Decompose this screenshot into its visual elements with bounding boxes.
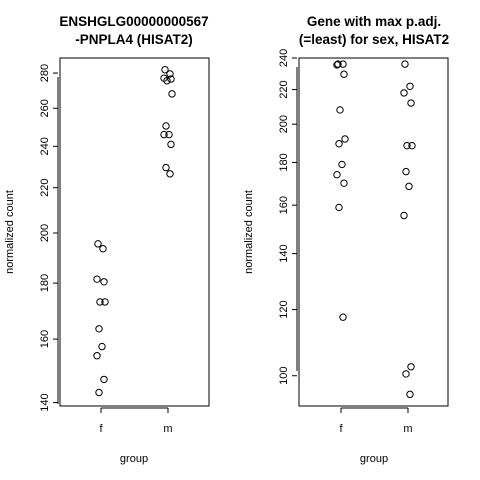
right-point-m	[407, 363, 415, 371]
left-point-f	[99, 245, 107, 253]
left-point-f	[95, 325, 103, 333]
right-y-tick-label: 200	[278, 115, 290, 133]
right-point-f	[336, 106, 344, 114]
left-plot-title-line-2: -PNPLA4 (HISAT2)	[75, 32, 193, 47]
left-y-tick-label: 280	[39, 64, 51, 82]
right-point-f	[339, 313, 347, 321]
left-plot-points	[93, 65, 176, 397]
left-y-tick-label: 160	[39, 330, 51, 348]
right-y-tick-label: 160	[278, 196, 290, 214]
right-point-f	[338, 160, 346, 169]
right-point-f	[333, 171, 341, 179]
left-point-m	[165, 130, 173, 139]
left-plot-title-line-1: ENSHGLG00000000567	[59, 14, 208, 29]
left-point-f	[95, 388, 103, 397]
right-y-tick-label: 140	[278, 244, 290, 262]
right-x-tick-label: m	[403, 423, 412, 435]
left-plot-x-axis-label: group	[120, 453, 148, 465]
right-point-m	[408, 141, 416, 150]
right-point-f	[335, 140, 343, 148]
right-y-tick-label: 100	[278, 367, 290, 385]
right-y-tick-label: 240	[278, 49, 290, 67]
right-point-m	[402, 370, 410, 378]
left-y-tick-label: 180	[39, 274, 51, 292]
right-point-f	[335, 203, 343, 212]
left-point-m	[167, 140, 175, 149]
right-point-f	[340, 179, 348, 187]
right-point-f	[334, 60, 342, 68]
right-point-m	[401, 60, 409, 68]
left-point-f	[93, 352, 101, 360]
left-point-m	[162, 122, 170, 130]
right-plot-panel: Gene with max p.adj. (=least) for sex, H…	[243, 14, 449, 465]
right-y-tick-label: 220	[278, 80, 290, 98]
left-point-f	[98, 342, 106, 351]
left-plot-y-axis-label: normalized count	[4, 190, 16, 274]
left-point-f	[93, 275, 101, 283]
left-point-f	[101, 298, 109, 306]
right-plot-frame	[298, 57, 449, 407]
right-point-m	[402, 167, 410, 176]
right-plot-y-ticks: 100 120 140 160 180 200 220 240	[278, 49, 297, 385]
left-y-tick-label: 140	[39, 393, 51, 411]
right-plot-points	[333, 60, 416, 399]
left-point-m	[168, 90, 176, 98]
right-point-f	[333, 61, 341, 69]
left-plot-frame	[59, 57, 210, 407]
left-point-f	[96, 298, 104, 306]
left-point-m	[167, 75, 175, 83]
right-point-m	[406, 82, 414, 90]
right-point-m	[400, 89, 408, 97]
right-x-tick-label: f	[339, 423, 343, 435]
left-point-f	[100, 375, 108, 384]
left-y-tick-label: 200	[39, 224, 51, 242]
left-y-tick-label: 260	[39, 99, 51, 117]
left-x-tick-label: f	[99, 423, 103, 435]
left-point-m	[166, 70, 174, 78]
right-point-m	[400, 211, 408, 220]
left-point-f	[94, 240, 102, 248]
right-plot-y-axis-label: normalized count	[243, 190, 255, 274]
left-plot-y-ticks: 140 160 180 200 220 240 260 280	[39, 64, 58, 412]
left-point-m	[163, 77, 171, 85]
right-plot-x-axis-label: group	[360, 453, 388, 465]
left-y-tick-label: 240	[39, 137, 51, 155]
left-point-m	[166, 170, 174, 178]
left-point-m	[160, 130, 168, 139]
left-point-m	[161, 65, 169, 74]
right-point-m	[407, 99, 415, 107]
right-point-f	[340, 70, 348, 78]
right-point-f	[341, 135, 349, 143]
left-point-f	[100, 278, 108, 286]
right-y-tick-label: 120	[278, 300, 290, 318]
right-plot-title-line-1: Gene with max p.adj.	[307, 14, 441, 29]
right-point-m	[405, 182, 413, 191]
left-point-m	[162, 163, 170, 172]
left-plot-panel: ENSHGLG00000000567 -PNPLA4 (HISAT2) grou…	[4, 14, 210, 465]
right-y-tick-label: 180	[278, 153, 290, 171]
right-point-m	[406, 390, 414, 399]
left-x-tick-label: m	[163, 423, 172, 435]
right-plot-title-line-2: (=least) for sex, HISAT2	[299, 32, 449, 47]
left-y-tick-label: 220	[39, 179, 51, 197]
right-point-m	[403, 141, 411, 150]
